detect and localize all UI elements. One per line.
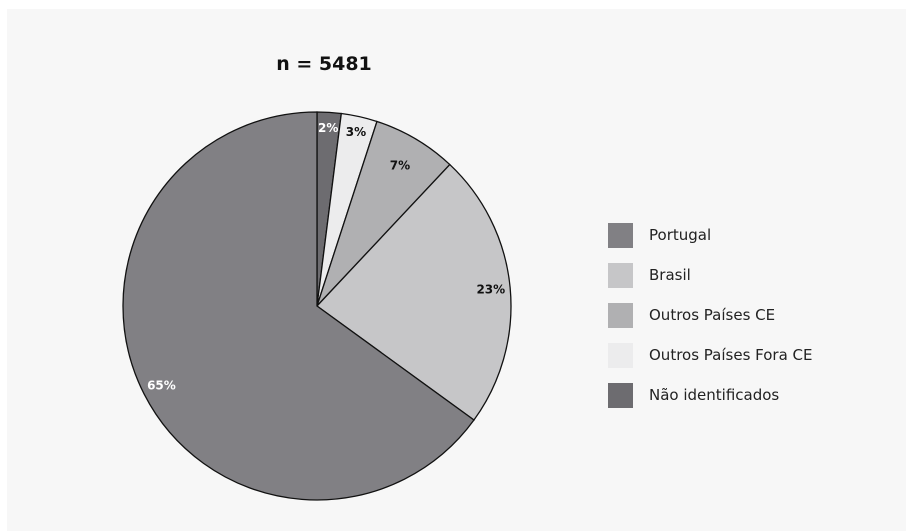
legend-swatch	[608, 343, 633, 368]
chart-panel: n = 5481 2% 3% 7% 23% 65% Portugal Brasil Outr…	[7, 9, 906, 531]
pie-chart: 2% 3% 7% 23% 65%	[122, 111, 512, 501]
legend-swatch	[608, 383, 633, 408]
pie-slice-label-1: 3%	[346, 125, 366, 139]
pie-slice-3	[316, 163, 512, 421]
legend-label: Não identificados	[649, 386, 780, 404]
pie-slice-label-4: 65%	[147, 378, 176, 392]
legend-label: Brasil	[649, 266, 691, 284]
legend-swatch	[608, 303, 633, 328]
pie-slice-label-3: 23%	[476, 283, 505, 297]
legend-label: Portugal	[649, 226, 712, 244]
legend-label: Outros Países CE	[649, 306, 776, 324]
pie-slice-labels: 2% 3% 7% 23% 65%	[147, 121, 505, 392]
pie-slice-label-0: 2%	[318, 121, 338, 135]
legend-swatch	[608, 263, 633, 288]
pie-slice-4	[122, 111, 475, 501]
pie-slices	[122, 111, 512, 501]
legend-label: Outros Países Fora CE	[649, 346, 813, 364]
legend-swatch	[608, 223, 633, 248]
chart-title: n = 5481	[276, 53, 372, 75]
pie-slice-label-2: 7%	[390, 159, 410, 173]
